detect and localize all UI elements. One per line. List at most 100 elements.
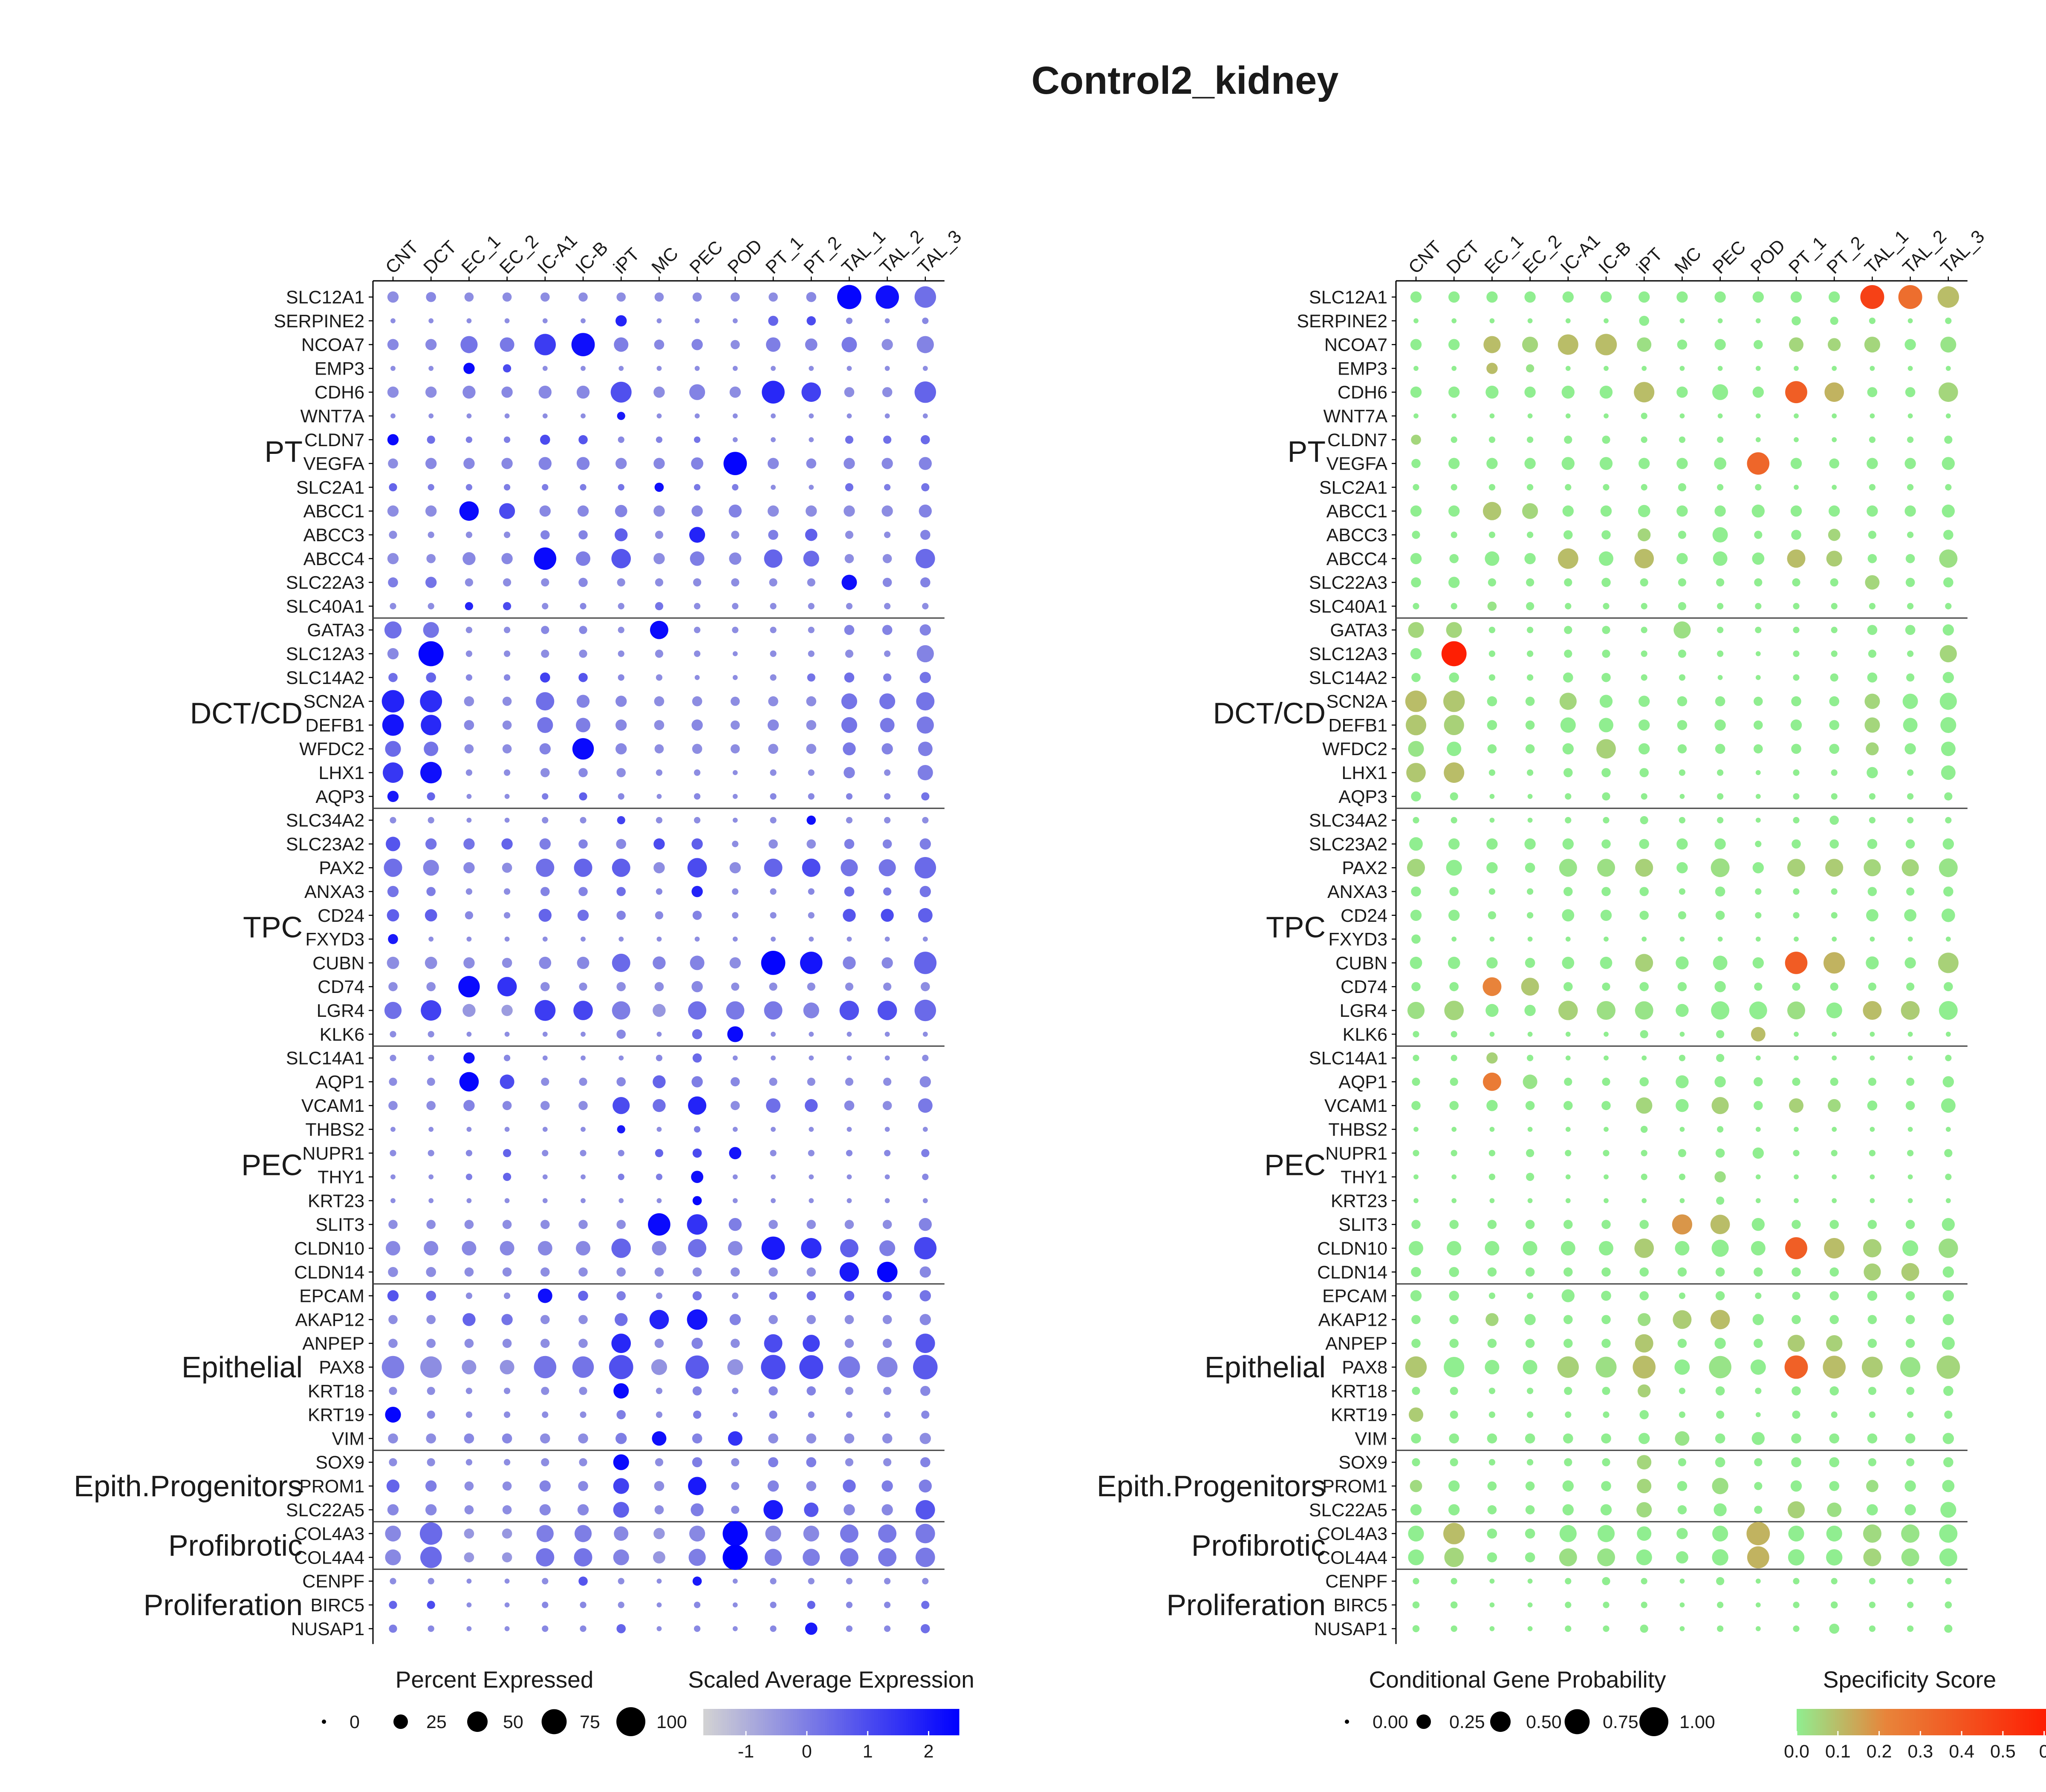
dot xyxy=(504,1055,511,1062)
dot xyxy=(1907,793,1914,800)
dot xyxy=(692,1196,702,1206)
dot xyxy=(1524,838,1536,850)
dot xyxy=(1525,1220,1535,1229)
dot xyxy=(732,413,738,418)
dot xyxy=(688,1096,707,1115)
dot xyxy=(1489,1626,1495,1631)
dot xyxy=(843,909,856,922)
dot xyxy=(771,413,776,418)
dot xyxy=(884,318,890,323)
dot xyxy=(1444,762,1465,783)
gene-label: THBS2 xyxy=(305,1120,364,1140)
dot xyxy=(1406,763,1426,782)
dot xyxy=(1562,1504,1574,1515)
dot xyxy=(1560,717,1576,733)
color-ramp-segment xyxy=(1907,1709,1910,1735)
dot xyxy=(1679,413,1685,418)
dot xyxy=(1488,531,1495,538)
dot xyxy=(883,887,892,896)
dot xyxy=(1489,794,1495,799)
dot xyxy=(1676,1551,1688,1564)
dot xyxy=(466,794,472,799)
dot xyxy=(540,1339,550,1348)
dot xyxy=(1791,530,1801,540)
dot xyxy=(1413,1578,1419,1584)
dot xyxy=(463,838,475,850)
size-legend-title: Conditional Gene Probability xyxy=(1369,1666,1666,1693)
dot xyxy=(1829,458,1840,469)
dot xyxy=(1679,1388,1685,1394)
gene-label: THY1 xyxy=(1341,1167,1387,1188)
gene-label: SLC12A3 xyxy=(1309,644,1387,664)
dot xyxy=(1448,387,1460,398)
gene-label: THBS2 xyxy=(1328,1120,1387,1140)
dot xyxy=(1755,1198,1761,1203)
dot xyxy=(692,744,702,754)
dot xyxy=(1829,696,1840,707)
color-ramp-segment xyxy=(870,1709,872,1735)
color-ramp-segment xyxy=(772,1709,774,1735)
color-ramp-segment xyxy=(1980,1709,1982,1735)
dot xyxy=(1793,603,1800,609)
dot xyxy=(1714,1171,1726,1183)
dot xyxy=(882,1220,892,1229)
dot xyxy=(1526,578,1534,587)
color-ramp-segment xyxy=(720,1709,723,1735)
cell-type-label: EC_1 xyxy=(1481,231,1528,278)
dot xyxy=(1672,1214,1692,1235)
dot xyxy=(542,413,548,418)
color-ramp-segment xyxy=(814,1709,817,1735)
dot xyxy=(919,1479,932,1493)
size-legend-dot xyxy=(1345,1720,1349,1724)
dot xyxy=(844,1504,855,1515)
dot xyxy=(504,1293,511,1299)
dot xyxy=(731,744,740,753)
dot xyxy=(809,1055,814,1061)
dot xyxy=(769,982,777,991)
dot xyxy=(1944,792,1953,801)
dot xyxy=(1755,840,1762,847)
dot xyxy=(1904,339,1916,350)
dot xyxy=(1832,437,1837,442)
gene-label: AKAP12 xyxy=(295,1310,364,1330)
color-ramp-segment xyxy=(1991,1709,1993,1735)
dot xyxy=(1755,1127,1761,1132)
dot xyxy=(534,547,557,570)
dot xyxy=(502,720,512,730)
dot xyxy=(616,458,627,469)
gene-label: SLC14A1 xyxy=(286,1048,364,1069)
gene-label: SLIT3 xyxy=(315,1215,364,1235)
dot xyxy=(1635,1001,1653,1020)
dot xyxy=(428,1625,434,1632)
dot xyxy=(879,1240,896,1256)
cell-type-label: TAL_3 xyxy=(914,226,965,278)
color-ramp-segment xyxy=(1931,1709,1933,1735)
gene-label: SLC14A2 xyxy=(1309,668,1387,688)
dot xyxy=(847,1127,852,1132)
dot xyxy=(1489,936,1495,942)
dot xyxy=(1486,1052,1498,1064)
dot xyxy=(1861,1356,1883,1378)
dot xyxy=(1565,1602,1572,1608)
dot xyxy=(803,1335,820,1352)
gene-label: WFDC2 xyxy=(1322,739,1387,759)
dot xyxy=(1488,888,1495,895)
dot xyxy=(1717,675,1723,680)
color-ramp-segment xyxy=(810,1709,812,1735)
dot xyxy=(803,1002,819,1019)
dot xyxy=(1486,957,1498,969)
color-ramp-segment xyxy=(784,1709,787,1735)
dot xyxy=(1788,1549,1805,1566)
dot xyxy=(1679,769,1685,776)
color-ramp-segment xyxy=(865,1709,868,1735)
dot xyxy=(1860,285,1884,309)
color-ramp-segment xyxy=(1882,1709,1884,1735)
dot xyxy=(655,649,663,658)
dot xyxy=(1937,286,1959,308)
color-ramp-segment xyxy=(1944,1709,1946,1735)
dot xyxy=(427,1601,435,1609)
color-ramp-segment xyxy=(1916,1709,1919,1735)
dot xyxy=(1905,1291,1915,1301)
gene-label: NCOA7 xyxy=(1324,335,1387,355)
dot xyxy=(1867,1290,1878,1301)
